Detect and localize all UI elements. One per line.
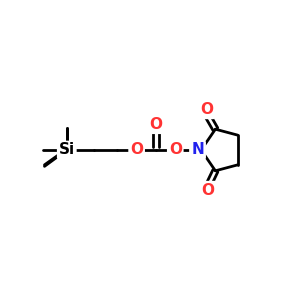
Text: O: O (202, 183, 214, 198)
Text: Si: Si (59, 142, 75, 158)
Text: O: O (169, 142, 182, 158)
Text: O: O (130, 142, 143, 158)
Text: O: O (149, 117, 162, 132)
Text: O: O (200, 102, 213, 117)
Text: N: N (191, 142, 204, 158)
Text: N: N (191, 142, 204, 158)
